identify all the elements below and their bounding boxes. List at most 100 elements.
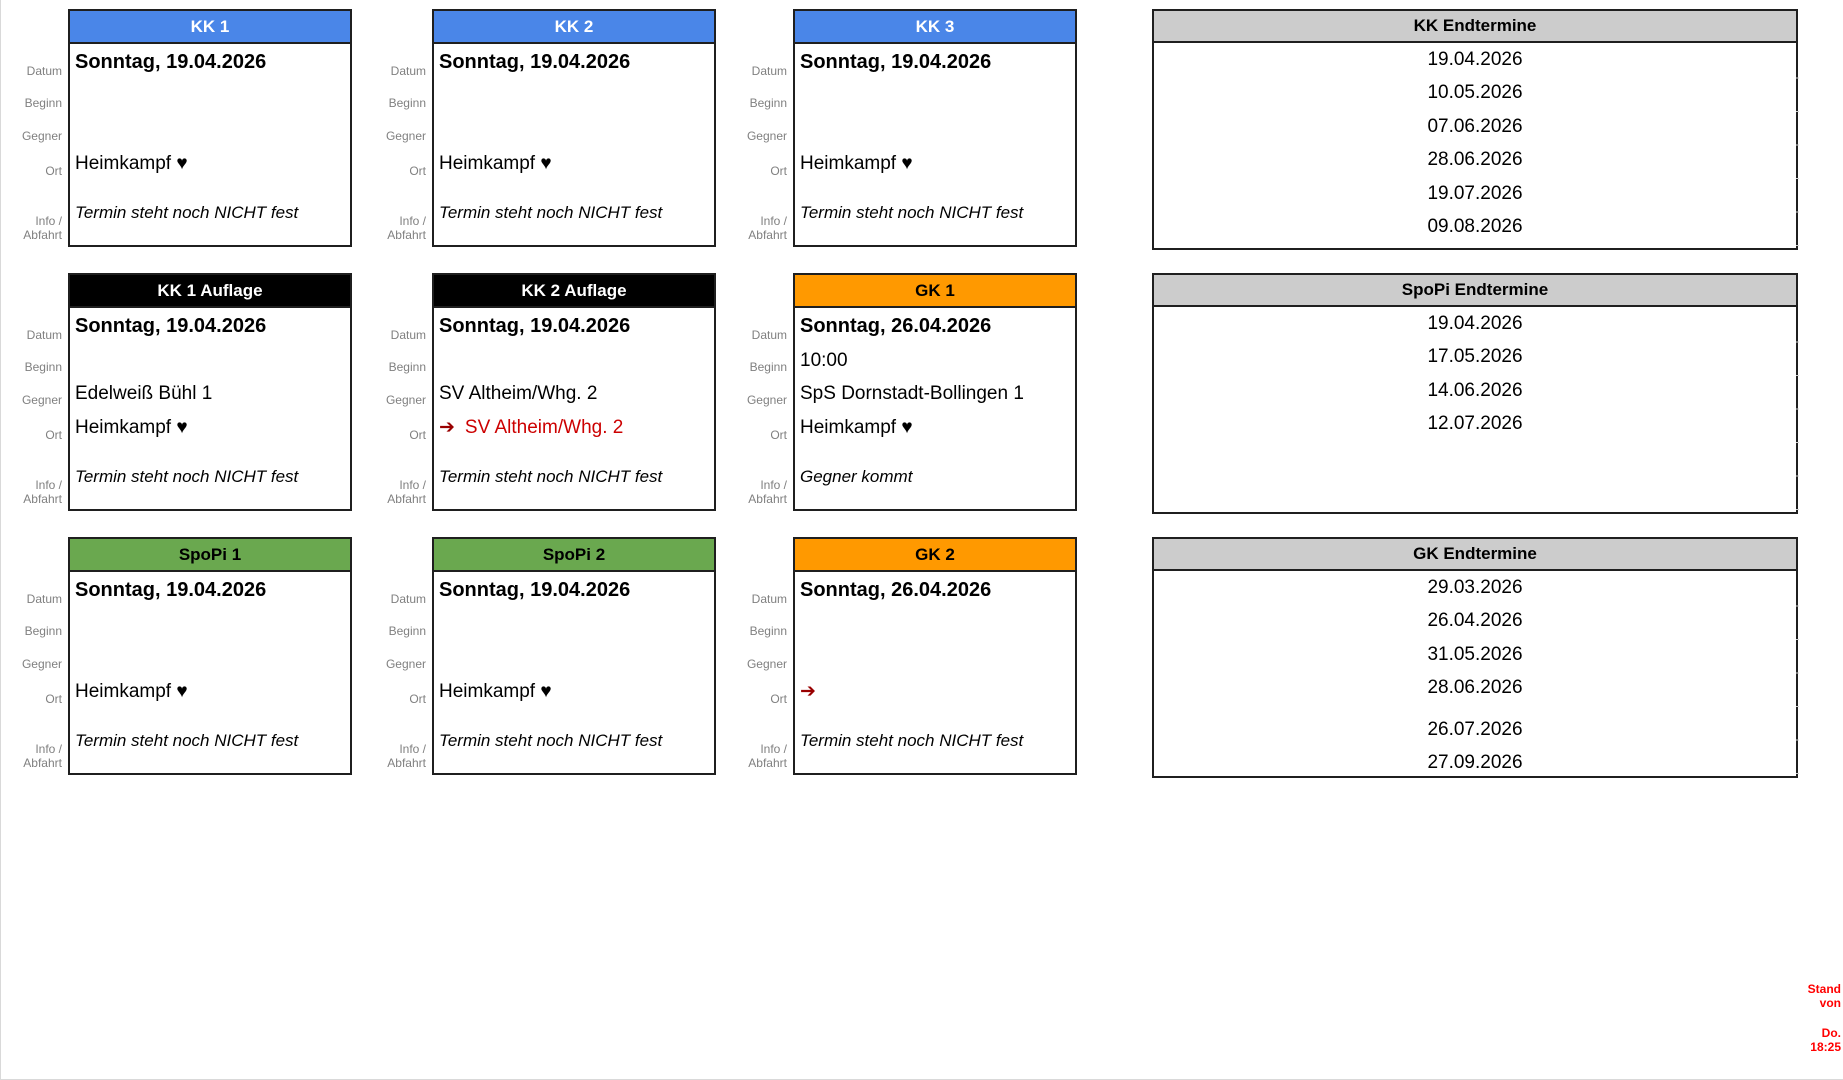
endtermine-date: 10.05.2026 [1427, 82, 1523, 104]
row-labels: Datum Beginn Gegner Ort Info / Abfahrt [713, 308, 787, 509]
arrow-right-icon: ➔ [439, 417, 455, 438]
match-card: Datum Beginn Gegner Ort Info / Abfahrt S… [22, 537, 352, 775]
match-opponent [70, 113, 350, 146]
endtermine-table-body: 19.04.2026 10.05.2026 07.06.2026 28.06.2026… [1154, 43, 1796, 244]
endtermine-table-title: KK Endtermine [1154, 11, 1796, 43]
match-card: Datum Beginn Gegner Ort Info / Abfahrt K… [747, 9, 1077, 247]
match-start-time [795, 81, 1075, 113]
match-card-title-text: KK 1 [190, 16, 230, 36]
label-beginn: Beginn [749, 623, 787, 638]
match-card: Datum Beginn Gegner Ort Info / Abfahrt K… [22, 9, 352, 247]
label-datum: Datum [751, 327, 787, 342]
match-date: Sonntag, 19.04.2026 [75, 315, 267, 337]
match-location-text: SV Altheim/Whg. 2 [464, 416, 624, 438]
match-card-title-text: SpoPi 1 [178, 544, 242, 564]
endtermine-date: 14.06.2026 [1427, 379, 1523, 401]
match-info: Termin steht noch NICHT fest [75, 731, 299, 750]
label-datum: Datum [390, 591, 426, 606]
label-ort: Ort [409, 163, 426, 178]
match-card-box: KK 1 Sonntag, 19.04.2026 Heimkampf ♥ Ter… [68, 9, 352, 247]
label-info-abfahrt: Info / Abfahrt [748, 213, 787, 242]
match-card-box: KK 2 Sonntag, 19.04.2026 Heimkampf ♥ Ter… [432, 9, 716, 247]
endtermine-table-title-text: GK Endtermine [1413, 544, 1537, 563]
match-card: Datum Beginn Gegner Ort Info / Abfahrt K… [386, 273, 716, 511]
match-date: Sonntag, 19.04.2026 [800, 51, 992, 73]
match-start-time [70, 81, 350, 113]
match-card: Datum Beginn Gegner Ort Info / Abfahrt G… [747, 273, 1077, 511]
label-gegner: Gegner [21, 656, 62, 671]
match-card-body: Sonntag, 26.04.2026 10:00 SpS Dornstadt-… [795, 308, 1075, 509]
match-info: Termin steht noch NICHT fest [439, 731, 663, 750]
match-card-title-text: KK 2 [554, 16, 594, 36]
endtermine-date: 19.07.2026 [1427, 182, 1523, 204]
match-location: ➔ SV Altheim/Whg. 2 [434, 410, 714, 445]
endtermine-table-title-text: SpoPi Endtermine [1401, 280, 1549, 299]
match-card-title-text: KK 3 [915, 16, 955, 36]
match-card-body: Sonntag, 19.04.2026 Heimkampf ♥ Termin s… [70, 572, 350, 773]
match-card-title-text: GK 1 [915, 280, 955, 300]
endtermine-table-title-text: KK Endtermine [1413, 16, 1537, 35]
endtermine-date: 07.06.2026 [1427, 115, 1523, 137]
label-beginn: Beginn [749, 95, 787, 110]
label-beginn: Beginn [24, 359, 62, 374]
label-gegner: Gegner [21, 392, 62, 407]
match-card-body: Sonntag, 19.04.2026 Heimkampf ♥ Termin s… [70, 44, 350, 245]
match-date: Sonntag, 19.04.2026 [75, 579, 267, 601]
match-start-time [434, 81, 714, 113]
row-labels: Datum Beginn Gegner Ort Info / Abfahrt [0, 44, 62, 245]
endtermine-date: 17.05.2026 [1427, 346, 1523, 368]
row-labels: Datum Beginn Gegner Ort Info / Abfahrt [713, 44, 787, 245]
match-opponent: Edelweiß Bühl 1 [75, 382, 213, 404]
match-location-text: Heimkampf ♥ [75, 152, 188, 174]
label-info-abfahrt: Info / Abfahrt [23, 213, 62, 242]
endtermine-date: 29.03.2026 [1427, 576, 1523, 598]
label-beginn: Beginn [24, 623, 62, 638]
label-gegner: Gegner [21, 128, 62, 143]
match-date: Sonntag, 19.04.2026 [75, 51, 267, 73]
match-location: Heimkampf ♥ [70, 146, 350, 181]
match-card-box: KK 2 Auflage Sonntag, 19.04.2026 SV Alth… [432, 273, 716, 511]
endtermine-table: KK Endtermine 19.04.2026 10.05.2026 07.06.… [1152, 9, 1799, 250]
match-date: Sonntag, 19.04.2026 [439, 51, 631, 73]
endtermine-table: SpoPi Endtermine 19.04.2026 17.05.2026 14.… [1152, 273, 1799, 514]
endtermine-table-body: 29.03.2026 26.04.2026 31.05.2026 28.06.2026… [1154, 571, 1796, 780]
match-card-body: Sonntag, 19.04.2026 Heimkampf ♥ Termin s… [434, 44, 714, 245]
match-card-title: SpoPi 1 [70, 539, 350, 572]
endtermine-date: 31.05.2026 [1427, 643, 1523, 665]
match-location-text: Heimkampf ♥ [75, 416, 188, 438]
match-date: Sonntag, 26.04.2026 [800, 315, 992, 337]
label-datum: Datum [26, 327, 62, 342]
endtermine-date: 26.07.2026 [1427, 718, 1523, 740]
match-location: Heimkampf ♥ [434, 146, 714, 181]
label-datum: Datum [751, 591, 787, 606]
row-labels: Datum Beginn Gegner Ort Info / Abfahrt [352, 44, 426, 245]
endtermine-date: 12.07.2026 [1427, 413, 1523, 435]
match-start-time [434, 609, 714, 641]
label-ort: Ort [409, 691, 426, 706]
label-datum: Datum [26, 63, 62, 78]
label-datum: Datum [751, 63, 787, 78]
match-card-body: Sonntag, 19.04.2026 Heimkampf ♥ Termin s… [434, 572, 714, 773]
match-card-body: Sonntag, 19.04.2026 SV Altheim/Whg. 2 ➔ … [434, 308, 714, 509]
match-card-body: Sonntag, 19.04.2026 Heimkampf ♥ Termin s… [795, 44, 1075, 245]
label-ort: Ort [45, 427, 62, 442]
match-card-body: Sonntag, 19.04.2026 Edelweiß Bühl 1 Heim… [70, 308, 350, 509]
label-info-abfahrt: Info / Abfahrt [387, 213, 426, 242]
match-card-title: SpoPi 2 [434, 539, 714, 572]
match-card-title: KK 2 [434, 11, 714, 44]
endtermine-date: 19.04.2026 [1427, 312, 1523, 334]
label-beginn: Beginn [24, 95, 62, 110]
match-info: Gegner kommt [800, 467, 913, 486]
label-ort: Ort [45, 163, 62, 178]
status-note: Stand von Do. 18:25 [1793, 982, 1841, 1054]
label-beginn: Beginn [749, 359, 787, 374]
row-labels: Datum Beginn Gegner Ort Info / Abfahrt [0, 308, 62, 509]
label-beginn: Beginn [388, 359, 426, 374]
match-date: Sonntag, 19.04.2026 [439, 315, 631, 337]
blank-row [1154, 705, 1796, 713]
row-labels: Datum Beginn Gegner Ort Info / Abfahrt [352, 308, 426, 509]
match-date: Sonntag, 26.04.2026 [800, 579, 992, 601]
endtermine-table-body: 19.04.2026 17.05.2026 14.06.2026 12.07.2026 [1154, 307, 1796, 441]
match-info: Termin steht noch NICHT fest [75, 467, 299, 486]
